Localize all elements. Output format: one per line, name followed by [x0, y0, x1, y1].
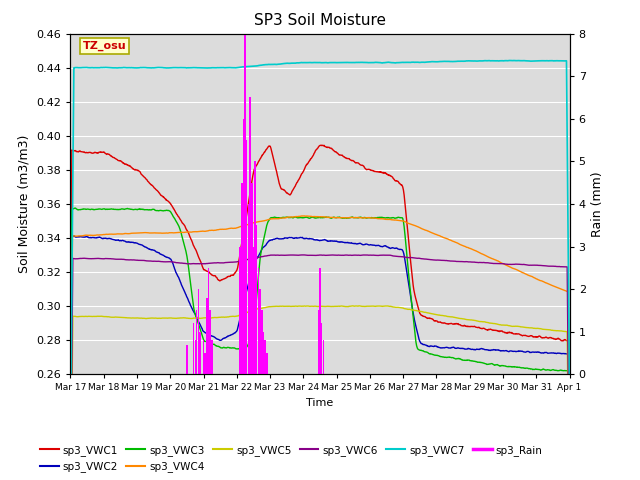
Bar [206, 298, 207, 374]
Bar [248, 204, 249, 374]
Bar [241, 183, 242, 374]
Bar [209, 311, 211, 374]
Bar [253, 247, 254, 374]
Y-axis label: Rain (mm): Rain (mm) [591, 171, 604, 237]
Bar [320, 268, 321, 374]
Bar [244, 34, 245, 374]
Bar [211, 340, 212, 374]
Bar [187, 345, 188, 374]
Bar [248, 204, 249, 374]
Bar [246, 140, 248, 374]
Bar [256, 225, 257, 374]
Bar [200, 332, 201, 374]
Bar [255, 161, 256, 374]
Bar [211, 340, 212, 374]
Bar [193, 324, 194, 374]
Bar [241, 183, 242, 374]
Bar [254, 161, 255, 374]
Bar [267, 353, 268, 374]
Legend: sp3_VWC1, sp3_VWC2, sp3_VWC3, sp3_VWC4, sp3_VWC5, sp3_VWC6, sp3_VWC7, sp3_Rain: sp3_VWC1, sp3_VWC2, sp3_VWC3, sp3_VWC4, … [36, 441, 547, 476]
Bar [259, 289, 260, 374]
Bar [321, 324, 323, 374]
Bar [243, 119, 244, 374]
Bar [319, 268, 320, 374]
Bar [208, 268, 209, 374]
Bar [258, 268, 259, 374]
Bar [245, 34, 246, 374]
Bar [198, 289, 199, 374]
Bar [321, 324, 322, 374]
Bar [198, 289, 199, 374]
Bar [246, 140, 247, 374]
Text: TZ_osu: TZ_osu [83, 41, 127, 51]
Bar [258, 268, 259, 374]
Bar [193, 324, 194, 374]
Bar [320, 268, 321, 374]
Bar [186, 345, 188, 374]
X-axis label: Time: Time [307, 398, 333, 408]
Bar [253, 247, 254, 374]
Bar [186, 345, 187, 374]
Bar [263, 332, 264, 374]
Bar [264, 340, 265, 374]
Bar [193, 324, 195, 374]
Bar [261, 311, 262, 374]
Bar [240, 247, 241, 374]
Bar [204, 353, 205, 374]
Bar [239, 247, 240, 374]
Bar [317, 311, 319, 374]
Bar [321, 324, 322, 374]
Bar [260, 289, 261, 374]
Bar [252, 183, 253, 374]
Bar [256, 225, 257, 374]
Bar [210, 311, 211, 374]
Bar [203, 340, 204, 374]
Bar [203, 340, 204, 374]
Bar [206, 298, 207, 374]
Title: SP3 Soil Moisture: SP3 Soil Moisture [254, 13, 386, 28]
Bar [244, 34, 245, 374]
Bar [239, 247, 241, 374]
Bar [263, 332, 264, 374]
Bar [196, 311, 198, 374]
Bar [251, 183, 252, 374]
Bar [265, 340, 266, 374]
Bar [318, 311, 319, 374]
Bar [250, 97, 251, 374]
Bar [323, 340, 324, 374]
Bar [195, 340, 196, 374]
Bar [262, 332, 264, 374]
Bar [208, 268, 209, 374]
Bar [205, 353, 206, 374]
Bar [318, 311, 319, 374]
Bar [243, 119, 244, 374]
Bar [242, 183, 243, 374]
Bar [266, 353, 267, 374]
Bar [266, 353, 267, 374]
Bar [195, 340, 196, 374]
Bar [196, 311, 197, 374]
Bar [264, 340, 266, 374]
Bar [210, 311, 211, 374]
Y-axis label: Soil Moisture (m3/m3): Soil Moisture (m3/m3) [18, 135, 31, 273]
Bar [323, 340, 324, 374]
Bar [243, 119, 244, 374]
